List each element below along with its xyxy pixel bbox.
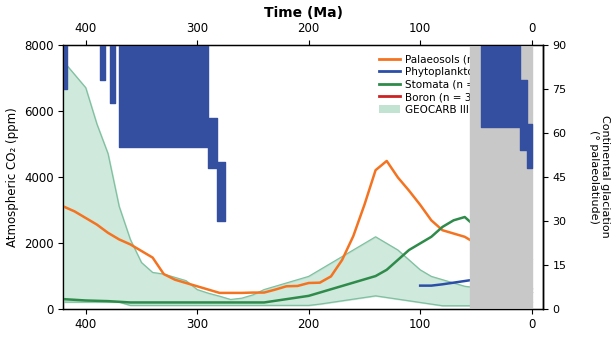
Y-axis label: Continental glaciation
(° palaeolatiude): Continental glaciation (° palaeolatiude): [589, 115, 610, 238]
Bar: [471, 45, 532, 309]
Legend: Palaeosols (n = 138), Phytoplankton (n = 184), Stomata (n = 129), Boron (n = 35): Palaeosols (n = 138), Phytoplankton (n =…: [375, 50, 538, 119]
X-axis label: Time (Ma): Time (Ma): [264, 5, 342, 20]
Y-axis label: Atmospheric CO₂ (ppm): Atmospheric CO₂ (ppm): [6, 107, 18, 247]
